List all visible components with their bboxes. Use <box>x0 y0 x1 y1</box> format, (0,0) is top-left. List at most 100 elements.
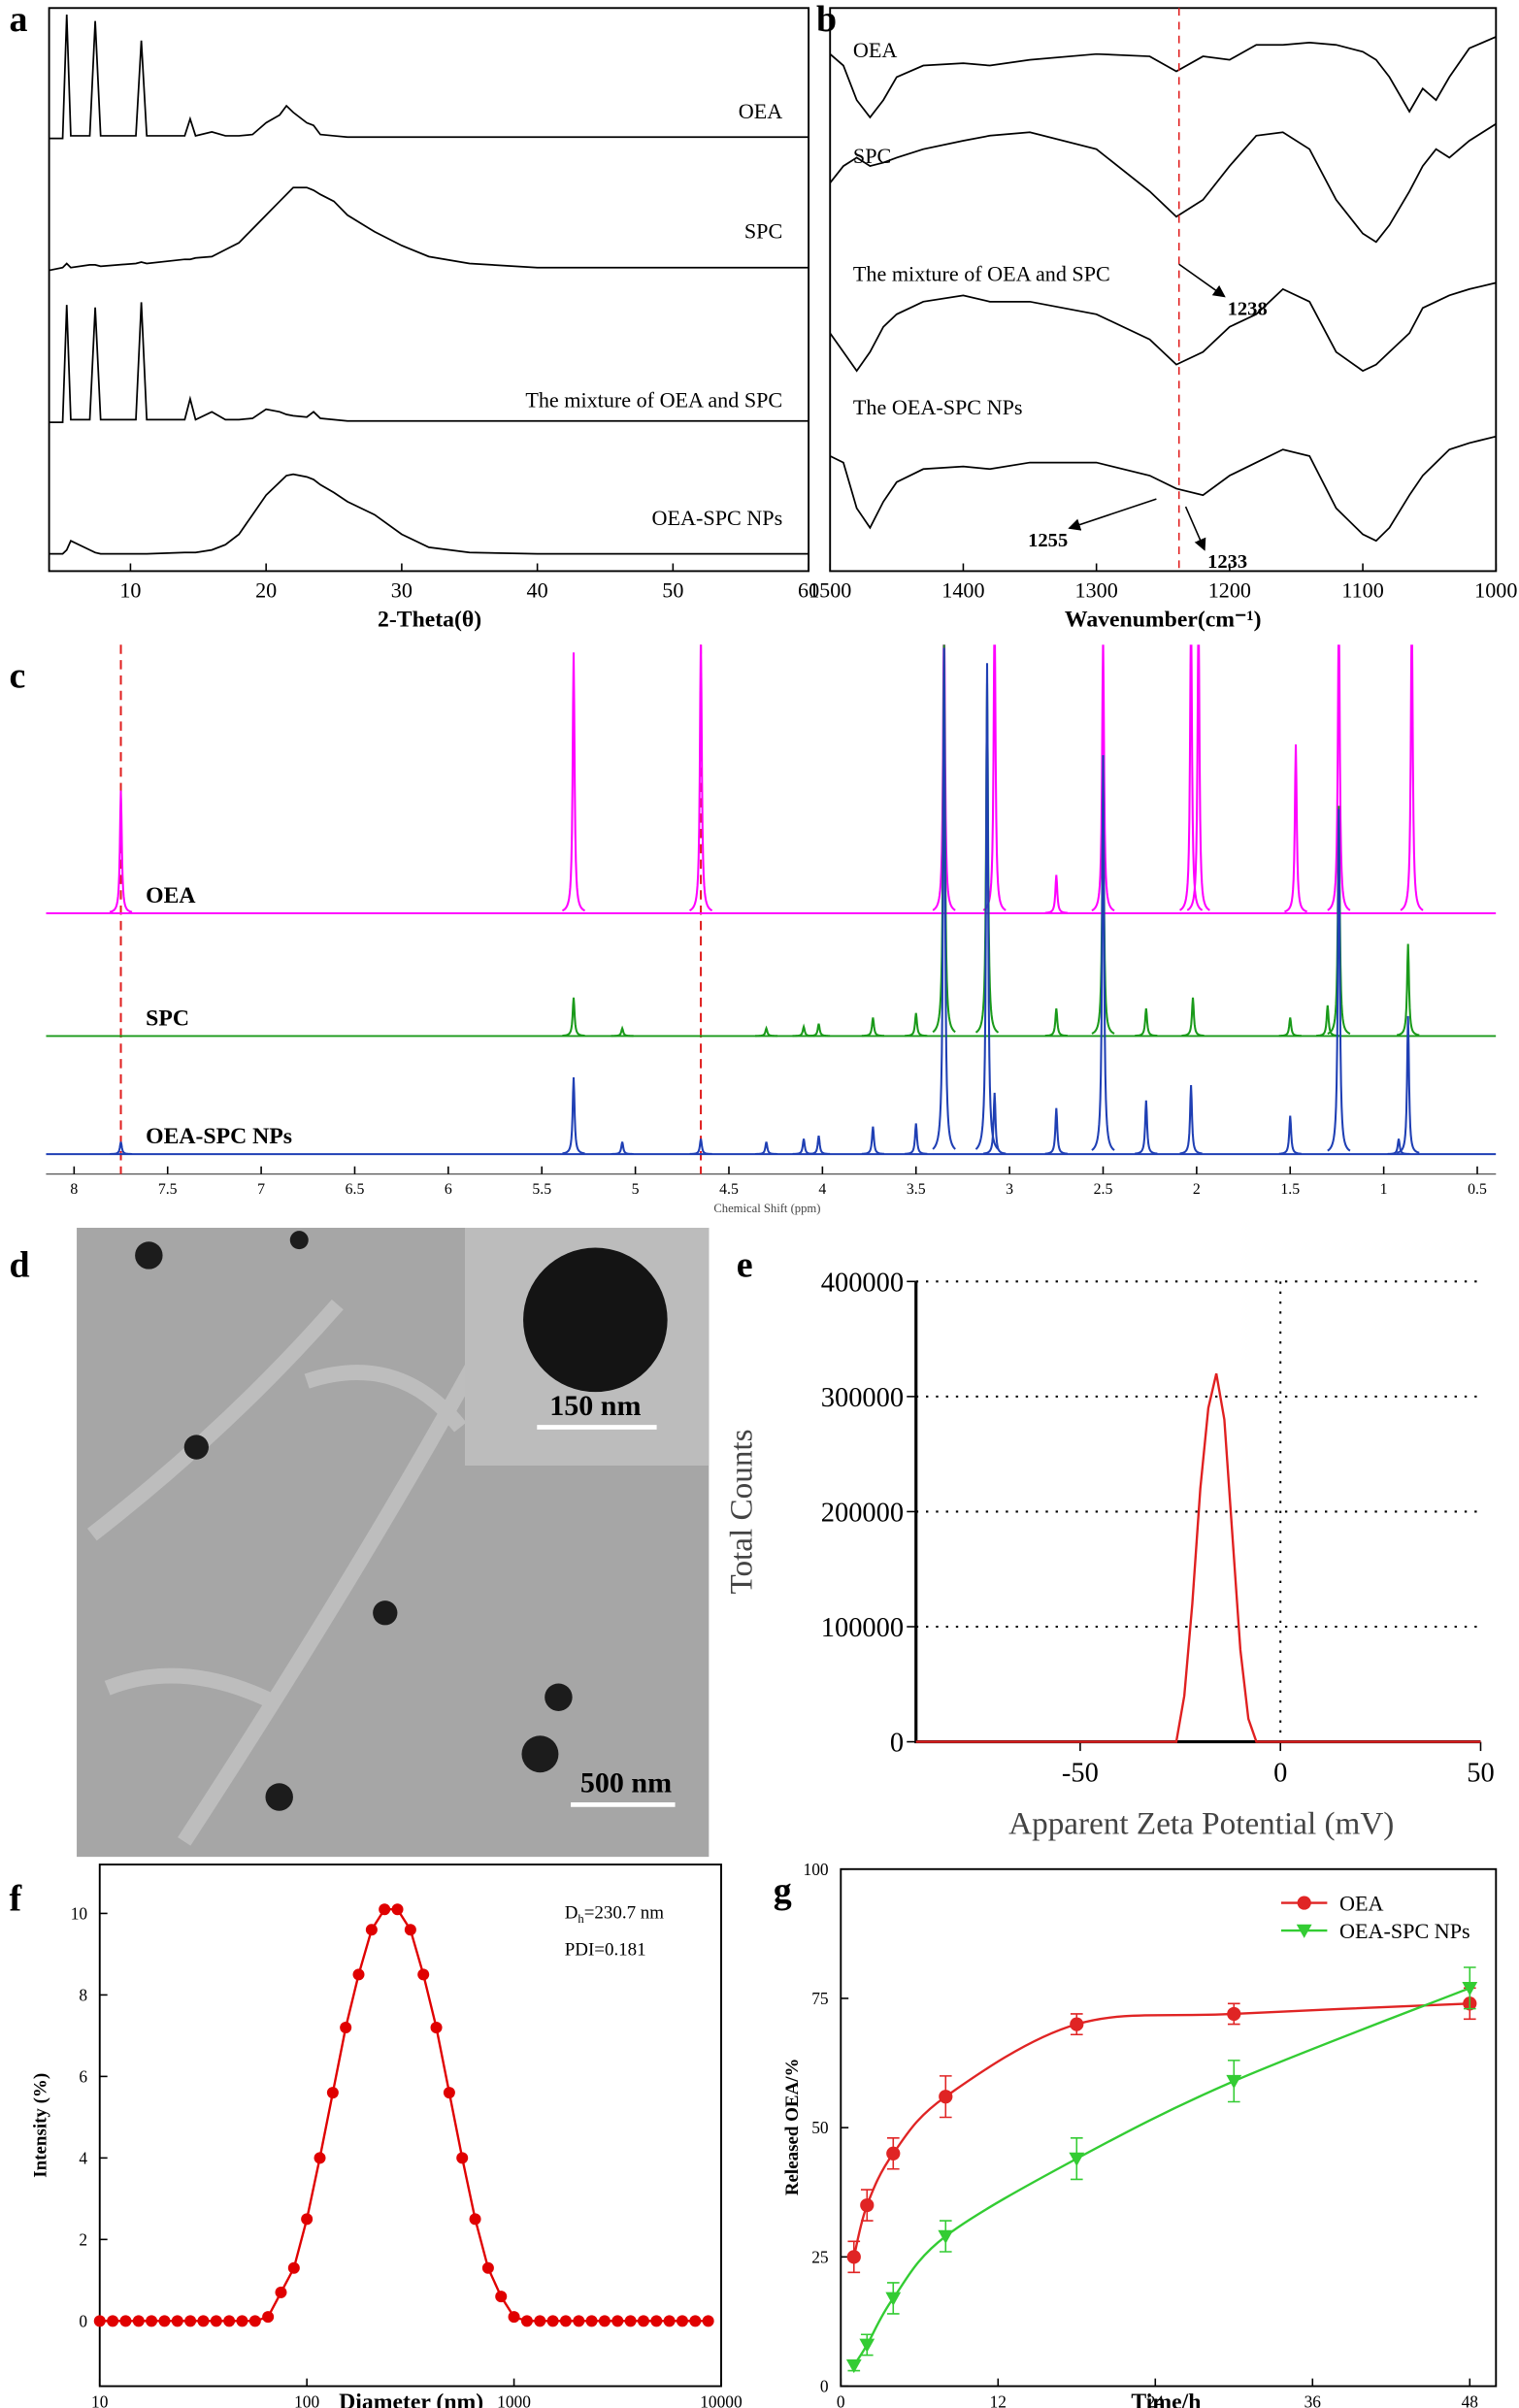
peak <box>905 1123 928 1155</box>
peak <box>792 1138 815 1155</box>
annotation: 1238 <box>1228 298 1268 319</box>
panel-label: d <box>9 1245 29 1286</box>
x-tick-label: 0 <box>837 2393 845 2408</box>
x-axis-label: Wavenumber(cm⁻¹) <box>1065 607 1262 632</box>
data-point <box>702 2315 714 2327</box>
data-point <box>417 1968 430 1981</box>
panel-label: c <box>9 656 25 697</box>
data-point <box>287 2261 300 2274</box>
x-tick-label: 6 <box>445 1181 452 1198</box>
data-point <box>846 2250 861 2264</box>
y-tick-label: 2 <box>79 2230 87 2249</box>
y-tick-label: 100000 <box>821 1613 904 1643</box>
peak <box>1179 644 1204 911</box>
x-tick-label: 7.5 <box>158 1181 178 1198</box>
peak <box>689 1138 712 1155</box>
particle <box>545 1683 573 1711</box>
peak <box>1327 644 1351 911</box>
y-tick-label: 0 <box>890 1729 904 1759</box>
y-tick-label: 50 <box>811 2119 829 2137</box>
texture <box>86 1299 513 1846</box>
peak <box>807 1135 831 1155</box>
x-tick-label: 10000 <box>700 2393 743 2408</box>
spectrum-line <box>49 186 809 272</box>
x-axis-label: 2-Theta(θ) <box>378 607 481 632</box>
data-point <box>676 2315 688 2327</box>
x-tick-label: 1000 <box>1474 577 1517 602</box>
x-tick-label: 100 <box>294 2393 319 2408</box>
series-label: OEA-SPC NPs <box>146 1124 292 1149</box>
x-axis-label: Time/h <box>1131 2390 1201 2408</box>
data-point <box>262 2311 275 2324</box>
data-point <box>352 1968 365 1981</box>
series-label: The mixture of OEA and SPC <box>525 387 782 412</box>
y-tick-label: 400000 <box>821 1268 904 1298</box>
annotation: 1233 <box>1207 551 1247 573</box>
peak <box>1327 806 1351 1035</box>
legend-marker <box>1296 1924 1312 1938</box>
x-tick-label: 24 <box>1147 2393 1165 2408</box>
x-tick-label: 2.5 <box>1094 1181 1113 1198</box>
peak <box>1284 744 1307 913</box>
x-tick-label: 1200 <box>1208 577 1251 602</box>
data-point <box>391 1903 404 1916</box>
particle <box>521 1735 559 1773</box>
spectrum-line <box>829 36 1497 119</box>
data-line <box>99 1908 709 2323</box>
x-tick-label: 5 <box>632 1181 640 1198</box>
series-label: The OEA-SPC NPs <box>853 395 1023 419</box>
annotation: PDI=0.181 <box>565 1939 646 1960</box>
data-point <box>171 2315 183 2327</box>
peak <box>861 1126 885 1155</box>
data-point <box>248 2315 261 2327</box>
data-point <box>275 2286 287 2298</box>
legend-label: OEA-SPC NPs <box>1339 1919 1470 1943</box>
fit-curve <box>852 2002 1470 2258</box>
peak <box>1135 1007 1158 1038</box>
y-tick-label: 8 <box>79 1986 87 2004</box>
peak <box>1400 644 1424 911</box>
data-point <box>236 2315 248 2327</box>
data-point <box>637 2315 649 2327</box>
x-tick-label: 3.5 <box>907 1181 926 1198</box>
y-tick-label: 0 <box>820 2378 829 2396</box>
data-point <box>158 2315 171 2327</box>
panel: g 0 12 24 36 48 0 25 50 75 100 Time/h Released OEA/%… <box>774 1861 1498 2408</box>
data-point <box>223 2315 236 2327</box>
panel-label: e <box>737 1245 753 1286</box>
x-tick-label: 20 <box>255 577 277 602</box>
peak <box>1135 1100 1158 1155</box>
peak <box>611 1025 634 1038</box>
data-point <box>404 1924 416 1936</box>
peak <box>861 1017 885 1038</box>
x-axis-label: Apparent Zeta Potential (mV) <box>1008 1805 1394 1841</box>
particle <box>135 1241 163 1270</box>
series-label: SPC <box>744 218 782 243</box>
annotation-arrow <box>1184 506 1206 551</box>
panel: c 8 7.5 7 6.5 6 5.5 5 4.5 4 3.5 3 2.5 2 1.5 1 0.5 Chemica… <box>9 644 1497 1215</box>
x-tick-label: 6.5 <box>346 1181 365 1198</box>
data-point <box>107 2315 119 2327</box>
panel: a 10 20 30 40 50 60 2-Theta(θ) OEA SPC The mixture… <box>9 0 819 632</box>
data-point <box>859 2338 875 2353</box>
peak <box>905 1012 928 1038</box>
x-tick-label: 1300 <box>1075 577 1118 602</box>
peak <box>562 997 585 1038</box>
data-point <box>132 2315 145 2327</box>
peak <box>1396 1015 1420 1154</box>
peak <box>932 644 956 911</box>
series-label: OEA-SPC NPs <box>652 506 783 530</box>
series-label: OEA <box>739 99 782 123</box>
panel-label: g <box>774 1871 792 1912</box>
x-tick-label: 10 <box>119 577 141 602</box>
data-point <box>1227 2006 1241 2022</box>
peak <box>1387 1138 1410 1155</box>
x-tick-label: 1 <box>1380 1181 1388 1198</box>
data-point <box>663 2315 676 2327</box>
y-tick-label: 300000 <box>821 1383 904 1413</box>
y-tick-label: 4 <box>79 2149 87 2167</box>
data-point <box>1226 2074 1242 2090</box>
y-axis-label: Intensity (%) <box>30 2073 50 2178</box>
particle <box>523 1247 668 1393</box>
